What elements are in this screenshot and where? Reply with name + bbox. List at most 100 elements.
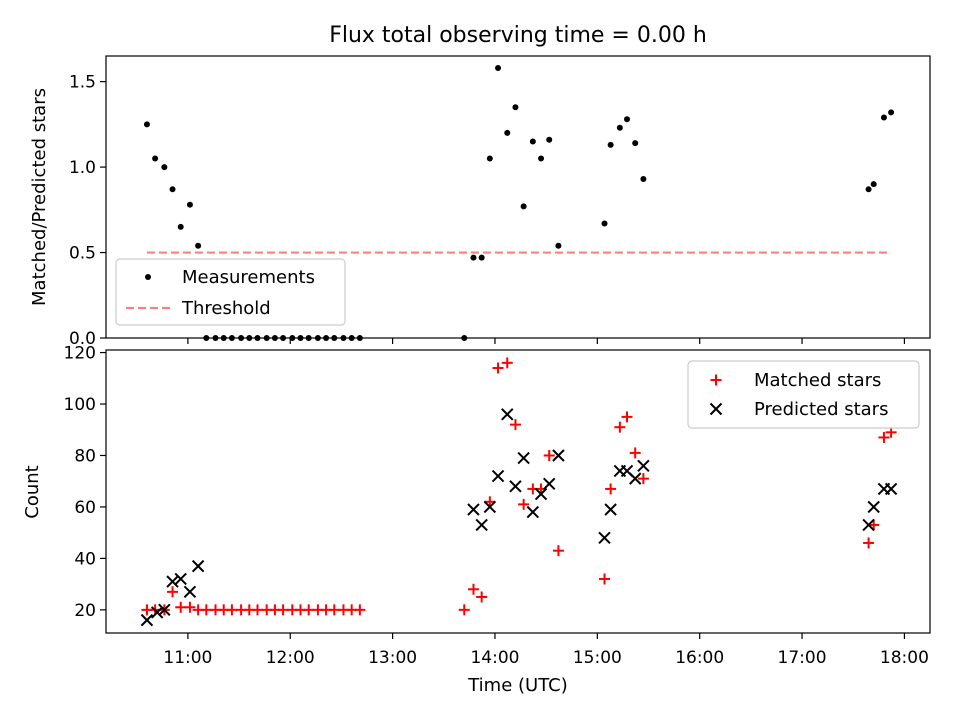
matched-star-point bbox=[175, 601, 187, 613]
cross-b bbox=[150, 606, 164, 619]
matched-star-point bbox=[458, 604, 470, 616]
measurement-point bbox=[520, 203, 527, 210]
measurement-point bbox=[195, 242, 202, 249]
top-legend: Measurements Threshold bbox=[115, 258, 346, 326]
xtick-label: 11:00 bbox=[163, 648, 212, 668]
measurement-point bbox=[888, 109, 895, 116]
legend-matched-marker bbox=[710, 374, 722, 386]
cross-b bbox=[526, 505, 540, 519]
xtick-label: 13:00 bbox=[368, 648, 417, 668]
matched-star-point bbox=[509, 419, 521, 431]
matched-star-point bbox=[885, 426, 897, 438]
measurement-point bbox=[529, 138, 536, 145]
matched-star-point bbox=[226, 604, 238, 616]
chart-title: Flux total observing time = 0.00 h bbox=[329, 23, 707, 48]
xtick-label: 14:00 bbox=[470, 648, 519, 668]
measurement-point bbox=[601, 220, 608, 227]
matched-star-point bbox=[637, 473, 649, 485]
bottom-ytick-label: 80 bbox=[74, 446, 96, 466]
top-ylabel: Matched/Predicted stars bbox=[29, 88, 50, 306]
cross-b bbox=[620, 464, 634, 478]
measurement-point bbox=[143, 121, 150, 128]
measurement-point bbox=[546, 136, 553, 143]
measurement-point bbox=[555, 242, 562, 249]
bottom-legend: Matched stars Predicted stars bbox=[687, 360, 920, 429]
x-axis-label: Time (UTC) bbox=[467, 675, 568, 696]
cross-b bbox=[509, 480, 522, 493]
cross-b bbox=[483, 500, 497, 514]
predicted-star-point bbox=[150, 606, 164, 619]
cross-b bbox=[598, 531, 611, 545]
predicted-star-point bbox=[598, 531, 611, 545]
predicted-star-point bbox=[140, 613, 154, 627]
predicted-star-point bbox=[491, 469, 505, 483]
measurement-point bbox=[616, 124, 623, 131]
predicted-star-point bbox=[534, 487, 548, 501]
cross-b bbox=[491, 469, 505, 483]
matched-star-point bbox=[543, 449, 555, 461]
measurement-point bbox=[470, 254, 477, 261]
cross-b bbox=[166, 575, 179, 588]
matched-star-point bbox=[184, 601, 196, 613]
measurement-point bbox=[870, 181, 877, 188]
predicted-star-point bbox=[501, 408, 514, 421]
bottom-panel: 20 40 60 80 100 120 11:00 12:00 13:00 14:00 15:00 1… bbox=[64, 344, 931, 668]
bottom-ytick-label: 20 bbox=[74, 601, 96, 621]
legend-matched-label: Matched stars bbox=[754, 370, 881, 391]
predicted-star-point bbox=[467, 503, 480, 516]
cross-b bbox=[158, 603, 171, 617]
predicted-star-point bbox=[191, 559, 205, 573]
measurement-point bbox=[640, 176, 647, 183]
predicted-star-point bbox=[174, 572, 187, 586]
measurement-point bbox=[607, 141, 614, 148]
predicted-star-point bbox=[509, 480, 522, 493]
matched-star-point bbox=[605, 483, 617, 495]
top-plot-frame bbox=[105, 55, 931, 339]
cross-b bbox=[628, 472, 642, 485]
matched-star-point bbox=[552, 545, 564, 557]
measurement-point bbox=[512, 104, 519, 111]
top-legend-box bbox=[115, 258, 346, 326]
legend-predicted-label: Predicted stars bbox=[754, 399, 888, 420]
measurement-point bbox=[632, 140, 639, 147]
measurement-point bbox=[169, 186, 176, 193]
cross-b bbox=[637, 459, 650, 472]
cross-b bbox=[475, 518, 488, 532]
measurement-point bbox=[486, 155, 493, 162]
matched-star-point bbox=[878, 431, 890, 443]
bottom-ylabel: Count bbox=[22, 465, 43, 518]
predicted-star-point bbox=[526, 505, 540, 519]
xtick-label: 15:00 bbox=[573, 648, 622, 668]
matched-star-point bbox=[476, 591, 488, 603]
matched-star-point bbox=[629, 447, 641, 459]
predicted-star-point bbox=[628, 472, 642, 485]
predicted-star-point bbox=[637, 459, 650, 472]
measurement-point bbox=[504, 129, 511, 136]
matched-star-point bbox=[484, 496, 496, 508]
predicted-star-point bbox=[483, 500, 497, 514]
predicted-star-point bbox=[183, 585, 197, 599]
cross-b bbox=[862, 518, 875, 532]
matched-star-point bbox=[354, 604, 366, 616]
legend-predicted-marker bbox=[709, 402, 723, 416]
measurement-point bbox=[880, 114, 887, 121]
predicted-star-point bbox=[604, 503, 617, 516]
cross-b bbox=[884, 482, 898, 496]
measurement-point bbox=[865, 186, 872, 193]
matched-star-point bbox=[868, 519, 880, 531]
matched-star-point bbox=[518, 498, 530, 510]
cross-b bbox=[552, 449, 565, 462]
top-ytick-label: 1.5 bbox=[69, 73, 96, 93]
top-ytick-label: 0.0 bbox=[69, 329, 96, 349]
xtick-label: 12:00 bbox=[266, 648, 315, 668]
matched-star-point bbox=[328, 604, 340, 616]
xtick-label: 16:00 bbox=[675, 648, 724, 668]
predicted-star-point bbox=[158, 603, 171, 617]
matched-star-point bbox=[277, 604, 289, 616]
matched-star-point bbox=[251, 604, 263, 616]
predicted-star-point bbox=[517, 451, 530, 465]
measurement-point bbox=[186, 201, 193, 208]
bottom-ytick-label: 100 bbox=[64, 395, 96, 415]
top-ytick-label: 1.0 bbox=[69, 158, 96, 178]
matched-star-point bbox=[863, 537, 875, 549]
